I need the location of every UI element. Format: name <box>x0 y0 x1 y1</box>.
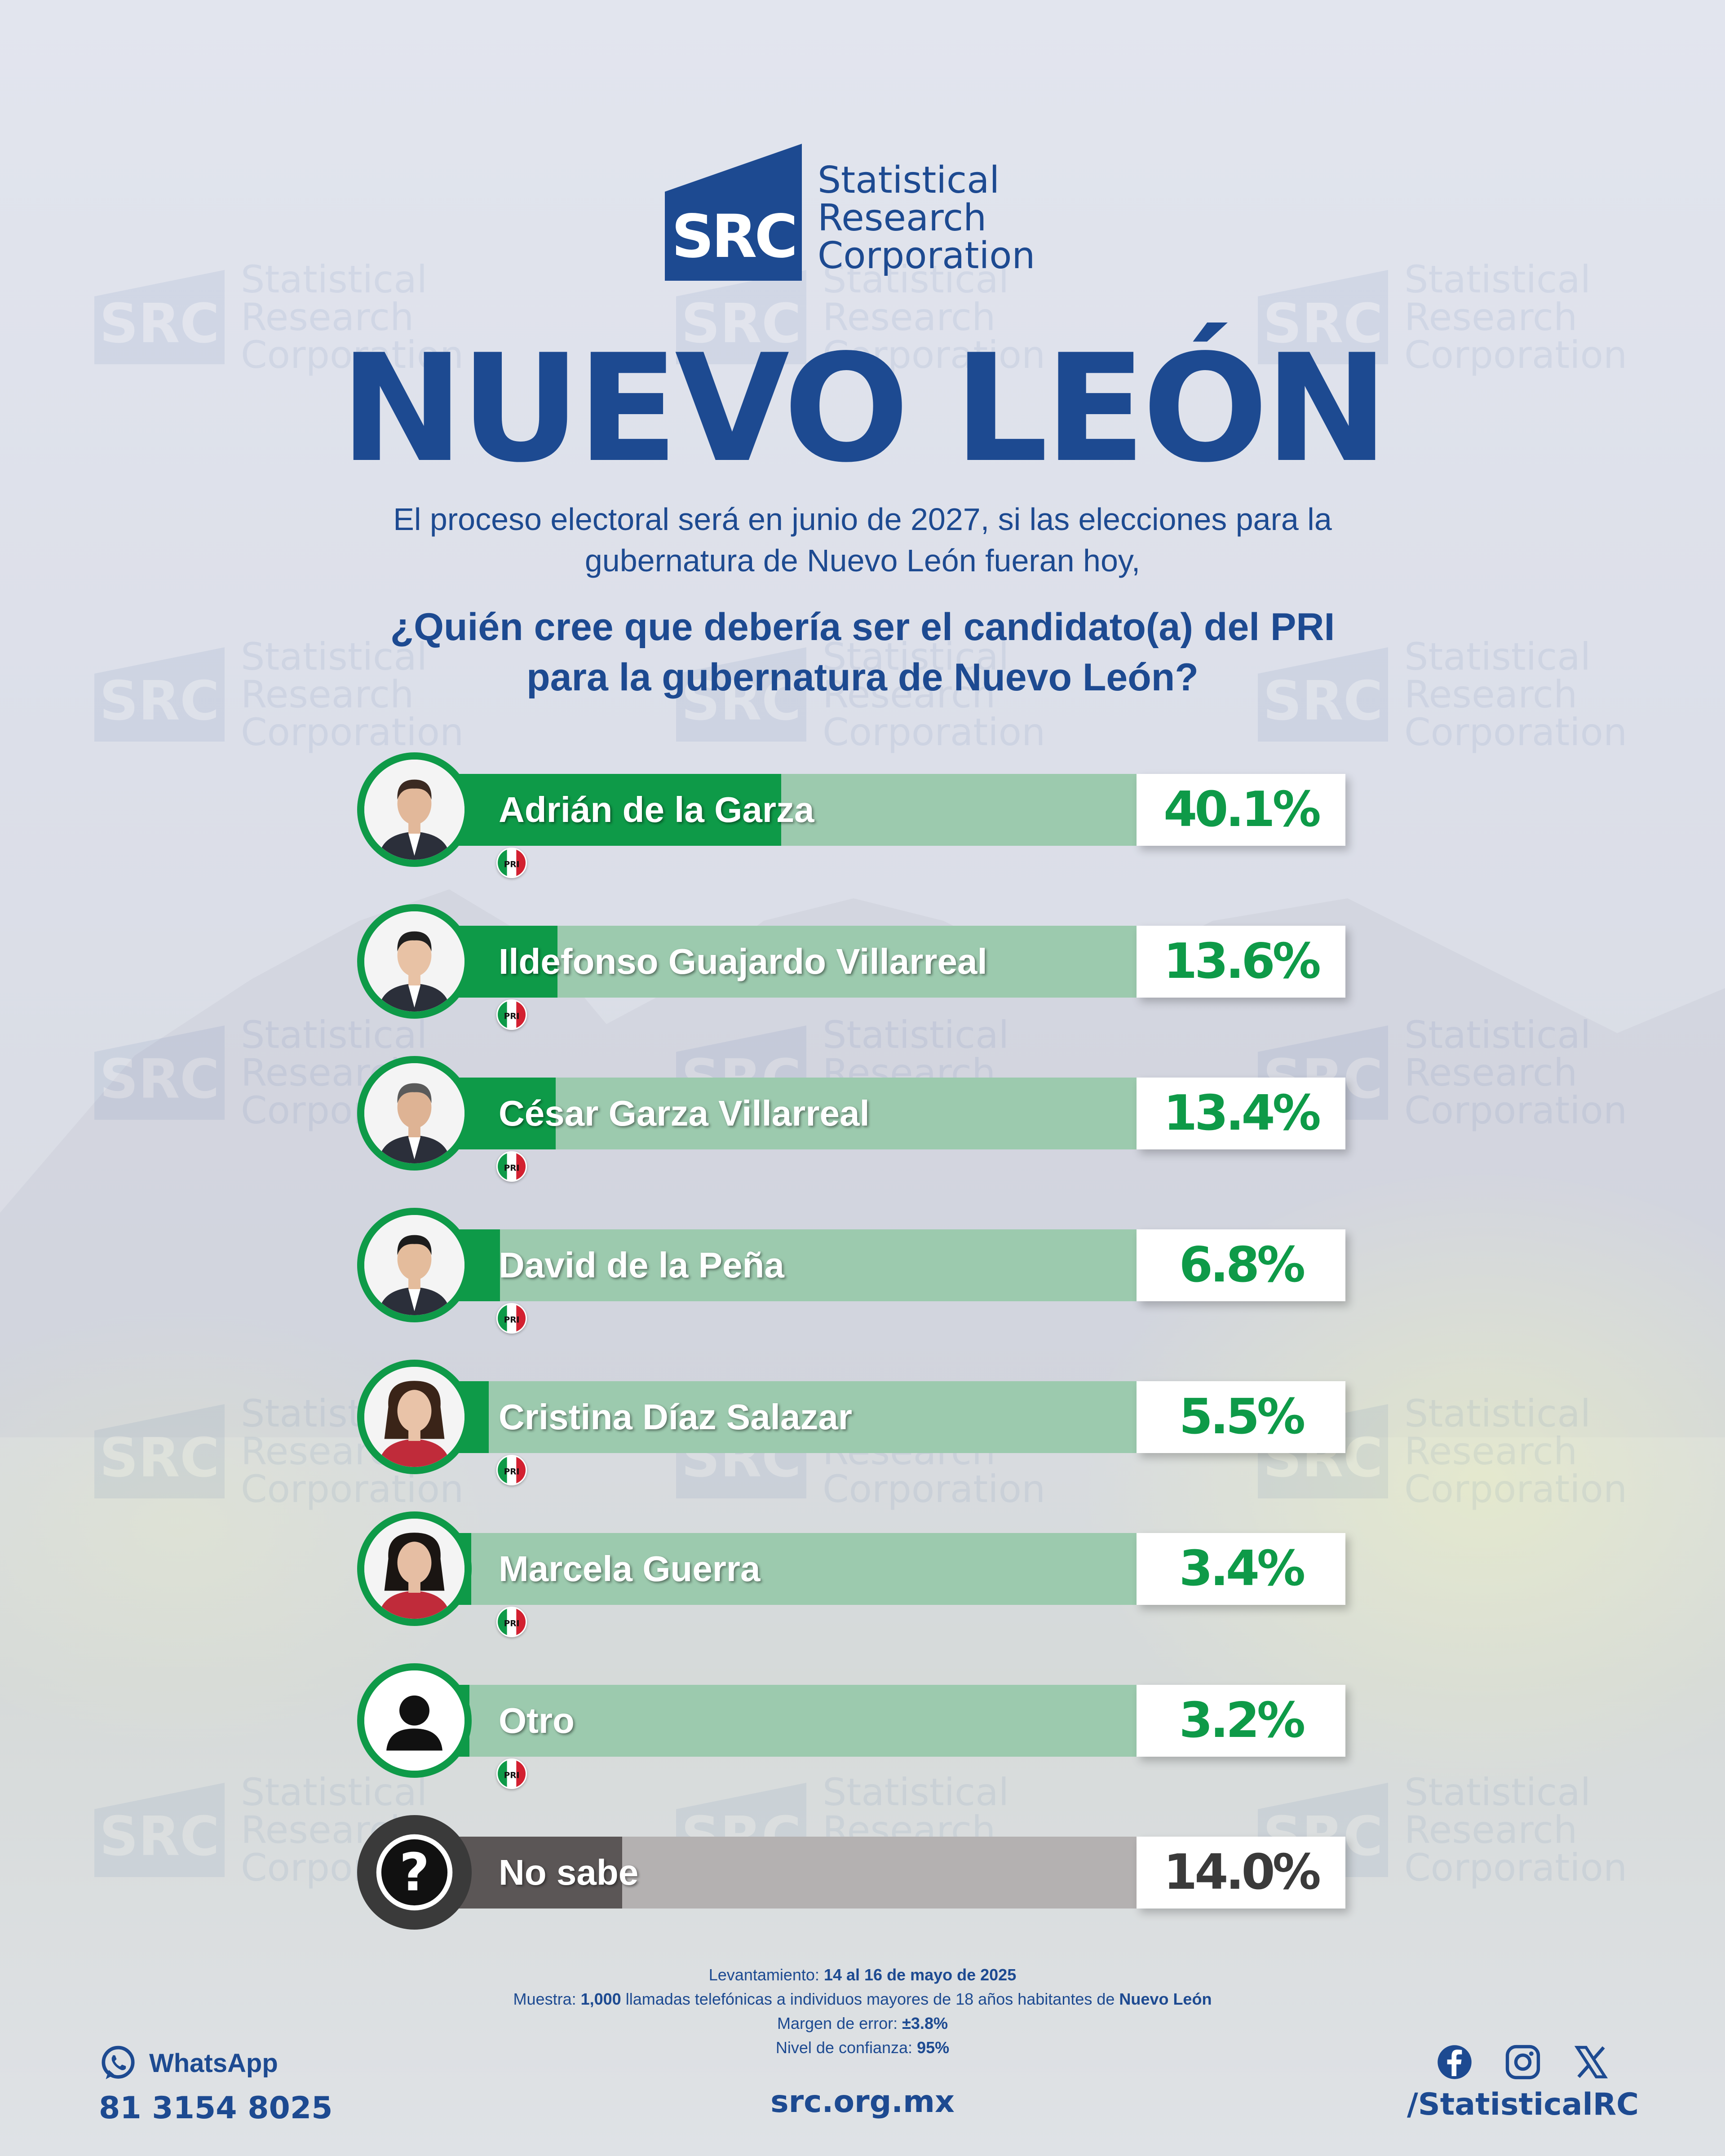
muestra-value: 1,000 <box>580 1990 621 2008</box>
bar-row: Ildefonso Guajardo Villarreal 13.6% PRI <box>357 904 1354 1030</box>
candidate-photo <box>357 1511 472 1626</box>
bar-category-label: Ildefonso Guajardo Villarreal <box>499 941 987 981</box>
pri-party-icon: PRI <box>496 848 527 878</box>
logo-name-line: Research <box>818 197 987 239</box>
question-line: ¿Quién cree que debería ser el candidato… <box>390 605 1335 649</box>
instagram-icon[interactable] <box>1504 2044 1541 2081</box>
methodology-notes: Levantamiento: 14 al 16 de mayo de 2025 … <box>377 1963 1348 2060</box>
whatsapp-label: WhatsApp <box>149 2048 278 2078</box>
subtitle-line: gubernatura de Nuevo León fueran hoy, <box>584 543 1141 578</box>
website-link[interactable]: src.org.mx <box>770 2084 955 2120</box>
social-handle[interactable]: /StatisticalRC <box>1407 2087 1639 2122</box>
whatsapp-number: 81 3154 8025 <box>99 2090 333 2126</box>
levantamiento-line: Levantamiento: 14 al 16 de mayo de 2025 <box>377 1963 1348 1987</box>
pri-party-icon: PRI <box>496 1303 527 1334</box>
bar-category-label: Cristina Díaz Salazar <box>499 1397 852 1437</box>
bar-category-label: David de la Peña <box>499 1245 784 1285</box>
svg-text:PRI: PRI <box>504 860 520 869</box>
svg-text:PRI: PRI <box>504 1163 520 1173</box>
bar-category-label: No sabe <box>499 1852 639 1892</box>
survey-question: ¿Quién cree que debería ser el candidato… <box>243 602 1482 702</box>
whatsapp-contact[interactable]: WhatsApp 81 3154 8025 <box>99 2044 333 2126</box>
bar-row: Otro 3.2% PRI <box>357 1663 1354 1789</box>
bar-row: Cristina Díaz Salazar 5.5% PRI <box>357 1360 1354 1485</box>
bar-category-label: Marcela Guerra <box>499 1549 761 1589</box>
nivel-value: 95% <box>917 2038 950 2057</box>
muestra-line: Muestra: 1,000 llamadas telefónicas a in… <box>377 1987 1348 2011</box>
whatsapp-icon <box>102 2046 135 2080</box>
svg-text:PRI: PRI <box>504 1619 520 1628</box>
pri-party-icon: PRI <box>496 1455 527 1485</box>
bar-value-label: 3.4% <box>1137 1533 1345 1605</box>
pri-party-icon: PRI <box>496 1758 527 1789</box>
bar-value-label: 14.0% <box>1137 1837 1345 1909</box>
levantamiento-label: Levantamiento: <box>708 1966 819 1984</box>
x-icon[interactable] <box>1573 2044 1610 2081</box>
question-line: para la gubernatura de Nuevo León? <box>526 656 1199 699</box>
svg-text:PRI: PRI <box>504 1467 520 1476</box>
svg-text:?: ? <box>399 1842 429 1903</box>
facebook-icon[interactable] <box>1436 2044 1473 2081</box>
nivel-line: Nivel de confianza: 95% <box>377 2036 1348 2060</box>
person-silhouette-icon <box>357 1663 472 1778</box>
bar-fill <box>442 1837 622 1909</box>
svg-text:PRI: PRI <box>504 1771 520 1780</box>
bar-fill <box>442 774 781 846</box>
candidate-photo <box>357 904 472 1019</box>
bar-row-no-sabe: No sabe 14.0%? <box>357 1815 1354 1941</box>
margen-label: Margen de error: <box>777 2014 898 2032</box>
bar-row: David de la Peña 6.8% PRI <box>357 1208 1354 1334</box>
svg-text:PRI: PRI <box>504 1012 520 1021</box>
question-mark-icon: ? <box>357 1815 472 1930</box>
muestra-place: Nuevo León <box>1119 1990 1212 2008</box>
bar-value-label: 3.2% <box>1137 1685 1345 1757</box>
bar-value-label: 5.5% <box>1137 1381 1345 1453</box>
logo-name-line: Statistical <box>818 159 1000 202</box>
bar-value-label: 13.4% <box>1137 1078 1345 1149</box>
muestra-text: llamadas telefónicas a individuos mayore… <box>625 1990 1115 2008</box>
svg-text:PRI: PRI <box>504 1315 520 1325</box>
margen-value: ±3.8% <box>902 2014 948 2032</box>
src-logo: SRC Statistical Research Corporation <box>665 144 1069 287</box>
subtitle-line: El proceso electoral será en junio de 20… <box>393 502 1332 537</box>
bar-row: Marcela Guerra 3.4% PRI <box>357 1511 1354 1637</box>
candidate-photo <box>357 1360 472 1474</box>
subtitle: El proceso electoral será en junio de 20… <box>288 499 1438 581</box>
candidate-photo <box>357 1208 472 1322</box>
bar-category-label: Otro <box>499 1701 575 1741</box>
bar-category-label: César Garza Villarreal <box>499 1093 870 1133</box>
bar-value-label: 13.6% <box>1137 926 1345 998</box>
bar-row: Adrián de la Garza 40.1% PRI <box>357 752 1354 878</box>
nivel-label: Nivel de confianza: <box>775 2038 913 2057</box>
logo-letters: SRC <box>671 202 798 271</box>
bar-value-label: 40.1% <box>1137 774 1345 846</box>
logo-name-line: Corporation <box>818 234 1035 277</box>
muestra-label: Muestra: <box>513 1990 576 2008</box>
main-title: NUEVO LEÓN <box>340 323 1389 495</box>
bar-category-label: Adrián de la Garza <box>499 790 814 830</box>
logo-name: Statistical Research Corporation <box>818 162 1035 275</box>
candidate-photo <box>357 752 472 867</box>
levantamiento-value: 14 al 16 de mayo de 2025 <box>823 1966 1017 1984</box>
candidate-photo <box>357 1056 472 1171</box>
margen-line: Margen de error: ±3.8% <box>377 2011 1348 2036</box>
pri-party-icon: PRI <box>496 1607 527 1637</box>
pri-party-icon: PRI <box>496 1151 527 1182</box>
pri-party-icon: PRI <box>496 999 527 1030</box>
bar-value-label: 6.8% <box>1137 1229 1345 1301</box>
bar-row: César Garza Villarreal 13.4% PRI <box>357 1056 1354 1182</box>
social-links: /StatisticalRC <box>1406 2044 1640 2122</box>
